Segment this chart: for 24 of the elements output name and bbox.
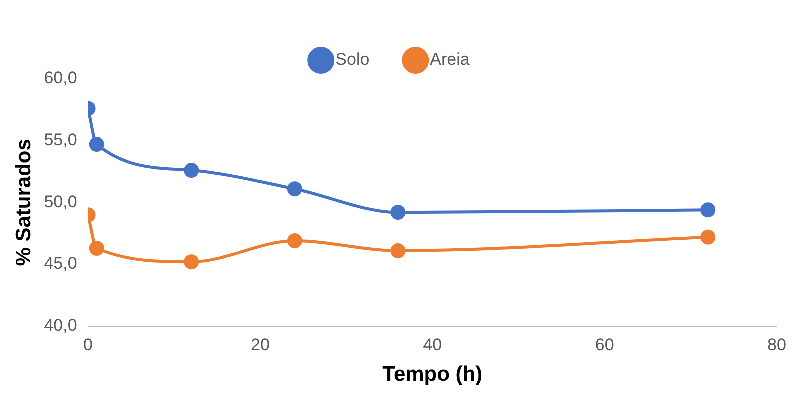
y-axis-title: % Saturados (12, 139, 36, 266)
y-tick-label: 45,0 (44, 254, 78, 274)
point (390, 243, 406, 258)
y-tick-label: 60,0 (44, 68, 78, 88)
point (287, 182, 302, 197)
point (700, 202, 716, 218)
legend-label: Areia (430, 50, 470, 70)
point (390, 205, 406, 220)
x-tick-label: 80 (768, 335, 786, 354)
point (89, 240, 104, 256)
x-tick-label: 40 (423, 335, 442, 354)
point (89, 137, 104, 152)
x-axis-title: Tempo (h) (382, 363, 483, 386)
point (184, 254, 200, 270)
point (184, 163, 200, 178)
x-tick-label: 20 (251, 335, 270, 354)
point (700, 230, 716, 245)
legend-label: Solo (336, 50, 370, 70)
y-tick-label: 50,0 (44, 192, 78, 212)
x-tick-label: 60 (595, 335, 614, 354)
x-tick-label: 0 (84, 335, 94, 354)
point (287, 234, 302, 249)
y-tick-label: 55,0 (44, 130, 78, 150)
y-tick-label: 40,0 (44, 316, 78, 336)
